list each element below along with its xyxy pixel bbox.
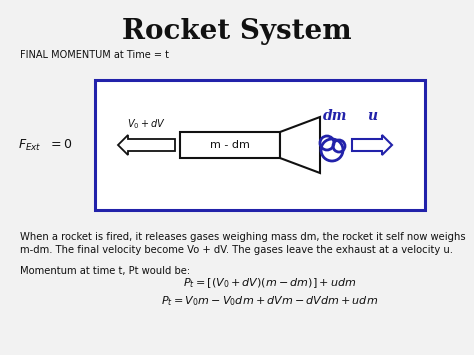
Text: Momentum at time t, Pt would be:: Momentum at time t, Pt would be:: [20, 266, 190, 276]
Text: u: u: [367, 109, 377, 123]
Text: $F_{Ext}\ \ = 0$: $F_{Ext}\ \ = 0$: [18, 137, 72, 153]
Bar: [95, 80, 425, 210]
Polygon shape: [352, 135, 392, 155]
Text: $V_0 + dV$: $V_0 + dV$: [127, 117, 166, 131]
Polygon shape: [280, 117, 320, 173]
Polygon shape: [118, 135, 175, 155]
Text: dm: dm: [323, 109, 347, 123]
Text: m-dm. The final velocity become Vo + dV. The gases leave the exhaust at a veloci: m-dm. The final velocity become Vo + dV.…: [20, 245, 453, 255]
Text: m - dm: m - dm: [210, 140, 250, 150]
Text: $P_t = V_0m - V_0dm + dVm - dVdm + udm$: $P_t = V_0m - V_0dm + dVm - dVdm + udm$: [162, 294, 379, 308]
Text: FINAL MOMENTUM at Time = t: FINAL MOMENTUM at Time = t: [20, 50, 169, 60]
Text: When a rocket is fired, it releases gases weighing mass dm, the rocket it self n: When a rocket is fired, it releases gase…: [20, 232, 465, 242]
Text: Rocket System: Rocket System: [122, 18, 352, 45]
Text: $P_t = [(V_0 + dV)(m - dm)] + udm$: $P_t = [(V_0 + dV)(m - dm)] + udm$: [183, 276, 356, 290]
Bar: [180, 132, 280, 158]
